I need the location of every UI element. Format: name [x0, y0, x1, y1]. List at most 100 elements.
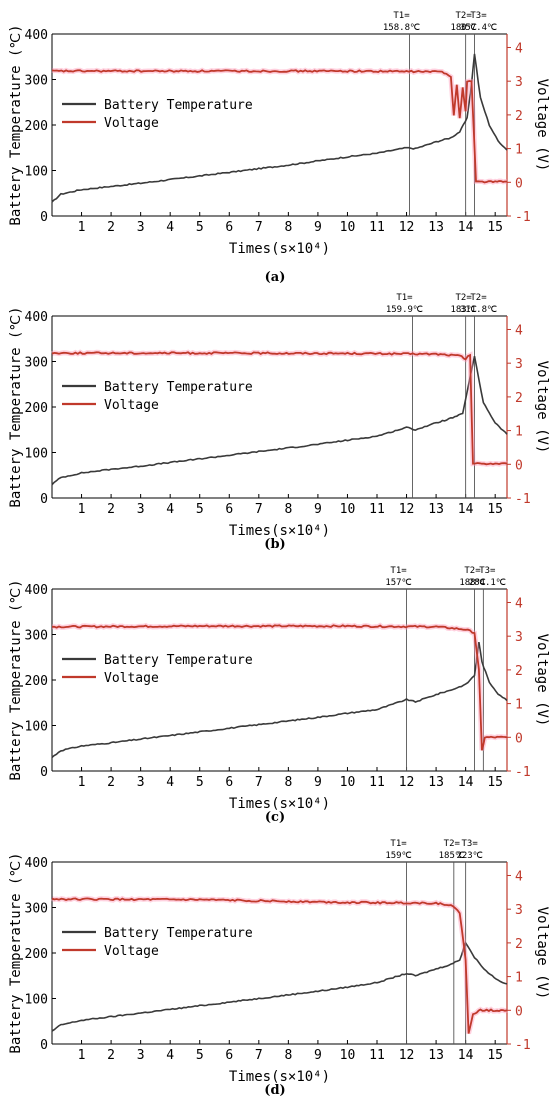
x-tick-label: 8 [284, 775, 292, 790]
x-tick-label: 2 [107, 502, 115, 517]
x-tick-label: 11 [369, 220, 385, 235]
y-axis-label: Battery Temperature (℃) [8, 306, 24, 507]
y-tick-label: 400 [25, 28, 48, 43]
y2-tick-label: 2 [515, 109, 523, 124]
y-tick-label: 300 [25, 356, 48, 371]
x-tick-label: 14 [458, 220, 474, 235]
chart-panel-c: 1 2 3 4 5 6 7 8 9 10 11 12 13 14 15 0 100 200 300 400 -1 0 1 2 3… [0, 555, 550, 827]
series-voltage-line [51, 351, 508, 466]
annotation-value: 311.8℃ [460, 305, 497, 315]
x-tick-label: 14 [458, 1048, 474, 1063]
annotation-value: 158.8℃ [383, 23, 420, 33]
chart-b: 1 2 3 4 5 6 7 8 9 10 11 12 13 14 150100200300400-10123… [8, 293, 550, 539]
legend-label: Battery Temperature [104, 98, 253, 113]
x-tick-label: 7 [255, 220, 263, 235]
y-tick-label: 200 [25, 674, 48, 689]
x-tick-label: 12 [399, 1048, 415, 1063]
chart-panel-d: 1 2 3 4 5 6 7 8 9 10 11 12 13 14 15 0 100 200 300 400 -1 0 1 2 3… [0, 828, 550, 1100]
x-tick-label: 4 [166, 502, 174, 517]
x-tick-label: 1 [78, 502, 86, 517]
x-tick-label: 10 [340, 775, 356, 790]
x-tick-label: 13 [428, 1048, 444, 1063]
x-tick-label: 3 [137, 775, 145, 790]
x-tick-label: 8 [284, 502, 292, 517]
annotation-label: T1= [390, 566, 407, 576]
y2-tick-label: -1 [515, 1038, 531, 1053]
x-tick-label: 3 [137, 220, 145, 235]
x-tick-label: 5 [196, 220, 204, 235]
y-tick-label: 100 [25, 993, 48, 1008]
chart-panel-a: 1 2 3 4 5 6 7 8 9 10 11 12 13 14 15 0 100 200 300 400 -1 0 1 2 3… [0, 0, 550, 285]
y-tick-label: 200 [25, 119, 48, 134]
y2-axis-label: Voltage (V) [534, 634, 550, 727]
legend-label: Voltage [104, 944, 159, 959]
panel-label-a: (a) [264, 270, 286, 285]
x-tick-label: 15 [487, 220, 503, 235]
chart-panel-b: 1 2 3 4 5 6 7 8 9 10 11 12 13 14 15 0 100 200 300 400 -1 0 1 2 3… [0, 282, 550, 554]
x-tick-label: 1 [78, 1048, 86, 1063]
series-temperature-line [51, 641, 508, 759]
y2-tick-label: 0 [515, 731, 523, 746]
y2-tick-label: 0 [515, 458, 523, 473]
x-tick-label: 14 [458, 775, 474, 790]
y-tick-label: 400 [25, 583, 48, 598]
x-tick-label: 2 [107, 220, 115, 235]
x-tick-label: 10 [340, 1048, 356, 1063]
y-axis-label: Battery Temperature (℃) [8, 579, 24, 780]
y2-tick-label: -1 [515, 492, 531, 507]
y2-axis-label: Voltage (V) [534, 79, 550, 172]
annotation-label: T3= [470, 11, 487, 21]
annotation-label: T3= [462, 839, 479, 849]
chart-c: 1 2 3 4 5 6 7 8 9 10 11 12 13 14 150100200300400-10123… [8, 566, 550, 812]
x-tick-label: 4 [166, 1048, 174, 1063]
x-tick-label: 2 [107, 1048, 115, 1063]
annotation-value: 284.1℃ [469, 578, 506, 588]
x-tick-label: 9 [314, 502, 322, 517]
chart-d: 1 2 3 4 5 6 7 8 9 10 11 12 13 14 150100200300400-10123… [8, 839, 550, 1085]
y2-tick-label: 4 [515, 869, 523, 884]
x-tick-label: 9 [314, 220, 322, 235]
panel-label-d: (d) [264, 1083, 286, 1098]
annotation-label: T1= [393, 11, 410, 21]
y2-tick-label: 1 [515, 698, 523, 713]
x-tick-label: 7 [255, 1048, 263, 1063]
series-voltage-glow [51, 895, 508, 1035]
annotation-value: 159℃ [385, 851, 411, 861]
y2-axis-label: Voltage (V) [534, 361, 550, 454]
x-tick-label: 8 [284, 220, 292, 235]
y-tick-label: 400 [25, 856, 48, 871]
annotation-label: T2= [470, 293, 487, 303]
series-voltage-line [51, 69, 508, 184]
annotation-label: T1= [390, 839, 407, 849]
x-tick-label: 6 [225, 220, 233, 235]
y2-tick-label: 2 [515, 664, 523, 679]
x-axis-label: Times(s×10⁴) [229, 241, 330, 257]
x-tick-label: 15 [487, 775, 503, 790]
annotation-value: 157℃ [385, 578, 411, 588]
y2-axis-label: Voltage (V) [534, 907, 550, 1000]
annotation-label: T2= [464, 566, 481, 576]
x-tick-label: 11 [369, 502, 385, 517]
y2-tick-label: -1 [515, 765, 531, 780]
legend-label: Voltage [104, 116, 159, 131]
annotation-label: T1= [396, 293, 413, 303]
chart-a: 1 2 3 4 5 6 7 8 9 10 11 12 13 14 150100200300400-10123… [8, 11, 550, 257]
y2-tick-label: 0 [515, 176, 523, 191]
x-tick-label: 15 [487, 502, 503, 517]
legend-label: Voltage [104, 398, 159, 413]
x-tick-label: 12 [399, 775, 415, 790]
x-tick-label: 2 [107, 775, 115, 790]
y2-tick-label: 3 [515, 357, 523, 372]
y2-tick-label: 4 [515, 41, 523, 56]
y-tick-label: 0 [40, 210, 48, 225]
x-axis-label: Times(s×10⁴) [229, 523, 330, 539]
x-tick-label: 4 [166, 220, 174, 235]
y2-tick-label: 1 [515, 971, 523, 986]
x-tick-label: 5 [196, 502, 204, 517]
y-tick-label: 100 [25, 165, 48, 180]
y2-tick-label: 0 [515, 1004, 523, 1019]
legend-label: Voltage [104, 671, 159, 686]
x-tick-label: 5 [196, 775, 204, 790]
x-tick-label: 13 [428, 502, 444, 517]
y-tick-label: 0 [40, 1038, 48, 1053]
